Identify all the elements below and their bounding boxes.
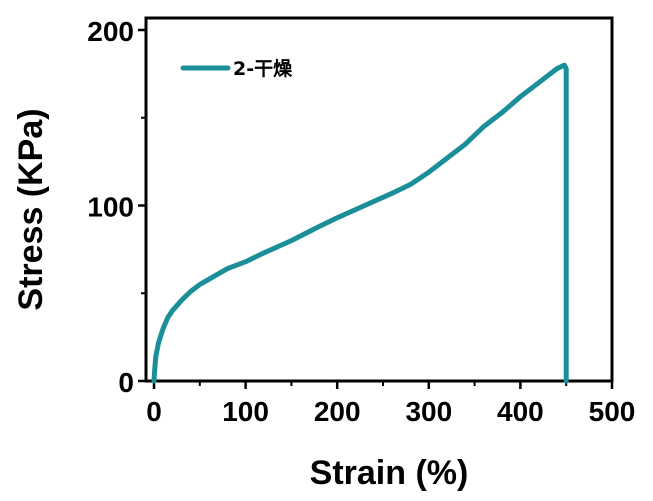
y-axis-title: Stress (KPa) — [12, 108, 50, 310]
x-tick-label: 400 — [497, 396, 544, 427]
ticks: 0 100 200 300 400 500 0 100 200 — [87, 16, 635, 427]
x-axis-title: Strain (%) — [310, 454, 469, 492]
legend-label: 2-干燥 — [233, 58, 293, 80]
y-tick-label: 100 — [87, 192, 134, 223]
plot-frame — [144, 16, 614, 383]
x-tick-label: 300 — [405, 396, 452, 427]
series-line — [151, 62, 569, 384]
x-tick-label: 0 — [146, 396, 162, 427]
x-tick-label: 500 — [589, 396, 636, 427]
legend: 2-干燥 — [180, 58, 293, 80]
y-tick-label: 0 — [118, 367, 134, 398]
y-tick-label: 200 — [87, 16, 134, 47]
x-tick-label: 100 — [222, 396, 269, 427]
x-tick-label: 200 — [314, 396, 361, 427]
series-layer — [151, 62, 569, 384]
axes — [144, 16, 614, 383]
